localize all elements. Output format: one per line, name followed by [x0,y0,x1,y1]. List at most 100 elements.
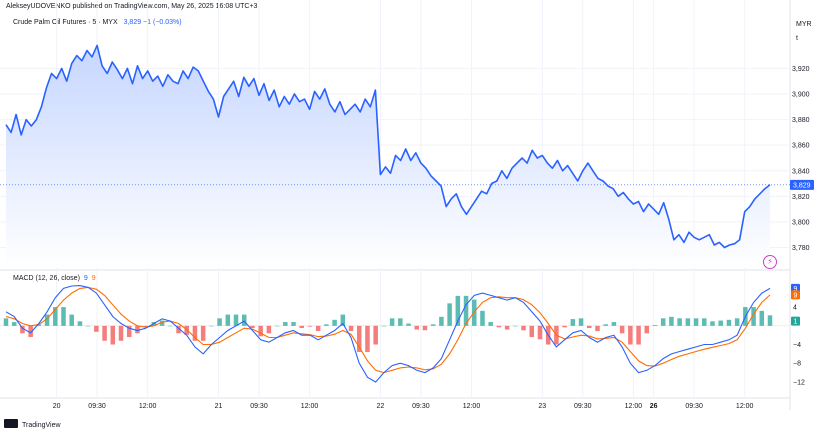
time-tick-label: 26 [650,403,658,410]
macd-histogram-bar [488,322,493,326]
macd-histogram-bar [217,318,222,326]
macd-histogram-bar [718,320,723,326]
macd-histogram-bar [192,325,198,341]
macd-histogram-bar [126,325,132,338]
macd-histogram-bar [365,325,370,353]
macd-histogram-bar [348,325,354,332]
currency-unit[interactable]: t [796,35,798,42]
macd-histogram-bar [324,324,329,326]
price-tick-label: 3,780 [792,245,810,252]
macd-legend[interactable]: MACD (12, 26, close) 9 9 [13,275,96,282]
time-tick-label: 23 [538,403,546,410]
macd-line [5,285,771,383]
time-tick-label: 12:00 [625,403,643,410]
macd-histogram-bar [644,325,650,334]
macd-legend-signal: 9 [91,275,96,282]
macd-histogram-bar [710,321,715,326]
symbol-legend[interactable]: Crude Palm Oil Futures · 5 · MYX 3,829 −… [13,19,182,26]
macd-histogram-bar [669,316,674,326]
macd-histogram-bar [258,325,263,337]
price-tick-label: 3,880 [792,117,810,124]
time-tick-label: 09:30 [250,403,268,410]
macd-histogram-bar [611,322,617,326]
price-line [5,44,771,249]
macd-histogram-bar [373,325,378,345]
macd-histogram-bar [11,322,17,326]
macd-histogram-bar [102,325,107,341]
macd-histogram-bar [266,325,272,334]
macd-histogram-bar [636,325,641,345]
macd-histogram-bar [406,323,411,326]
macd-histogram-bar [570,319,576,326]
macd-histogram-bar [389,318,395,326]
macd-histogram-bar [652,325,658,326]
macd-histogram-bar [463,295,469,326]
price-area-fill [6,45,770,269]
macd-histogram-bar [20,325,25,334]
macd-histogram-bar [3,318,9,326]
macd-histogram-bar [381,325,387,327]
macd-histogram-bar [513,325,518,327]
macd-histogram-bar [274,325,280,327]
macd-histogram-bar [767,315,773,326]
macd-histogram-bar [693,318,699,326]
time-tick-label: 12:00 [301,403,319,410]
macd-histogram-bar [110,325,116,345]
price-tick-label: 3,820 [792,194,810,201]
macd-value-label: 9 [794,292,798,299]
current-price-badge [790,179,814,190]
macd-histogram-bar [85,325,91,327]
symbol-title: Crude Palm Oil Futures · 5 · MYX [13,19,118,26]
publisher-header: AlekseyUDOVENKO published on TradingView… [6,3,258,10]
price-tick-label: 3,800 [792,219,810,226]
macd-histogram-bar [94,325,99,332]
macd-value-badge [791,290,800,300]
macd-histogram-bar [595,325,600,332]
price-pane[interactable] [0,44,790,269]
macd-histogram-bar [430,324,436,326]
macd-tick-label: −4 [793,342,801,349]
macd-tick-label: 4 [793,305,797,312]
time-tick-label: 09:30 [88,403,106,410]
macd-value-label: 1 [794,319,798,326]
time-tick-label: 21 [215,403,223,410]
time-tick-label: 09:30 [685,403,703,410]
macd-histogram-bar [529,325,535,338]
macd-histogram-bar [751,307,756,326]
macd-histogram-bar [44,314,50,326]
macd-histogram-bar [307,325,313,327]
time-tick-label: 09:30 [574,403,592,410]
macd-histogram-bar [241,314,247,326]
macd-histogram-bar [315,325,321,332]
macd-histogram-bar [398,318,403,326]
currency-code[interactable]: MYR [796,21,812,28]
macd-histogram-bar [496,325,502,328]
time-tick-label: 22 [377,403,385,410]
macd-histogram-bar [135,325,140,334]
macd-histogram-bar [200,325,206,341]
macd-histogram-bar [356,325,362,353]
macd-histogram-bar [587,325,592,329]
macd-histogram-bar [422,325,428,331]
macd-legend-fast: 9 [83,275,88,282]
price-tick-label: 3,860 [792,143,810,150]
price-tick-label: 3,920 [792,66,810,73]
macd-histogram-bar [759,310,765,326]
macd-histogram-bar [291,322,296,326]
macd-pane[interactable] [3,285,773,383]
macd-value-label: 9 [794,286,798,293]
macd-legend-label: MACD (12, 26, close) [13,275,80,282]
macd-histogram-bar [61,307,66,326]
macd-histogram-bar [283,322,288,326]
macd-histogram-bar [209,325,214,327]
tradingview-brand[interactable]: TradingView [4,419,61,429]
lightning-icon[interactable]: ⚡ [763,255,777,269]
macd-histogram-bar [250,325,255,329]
time-tick-label: 12:00 [139,403,157,410]
macd-histogram-bar [176,325,181,334]
macd-histogram-bar [578,318,584,326]
macd-histogram-bar [159,320,165,326]
macd-histogram-bar [233,314,239,326]
